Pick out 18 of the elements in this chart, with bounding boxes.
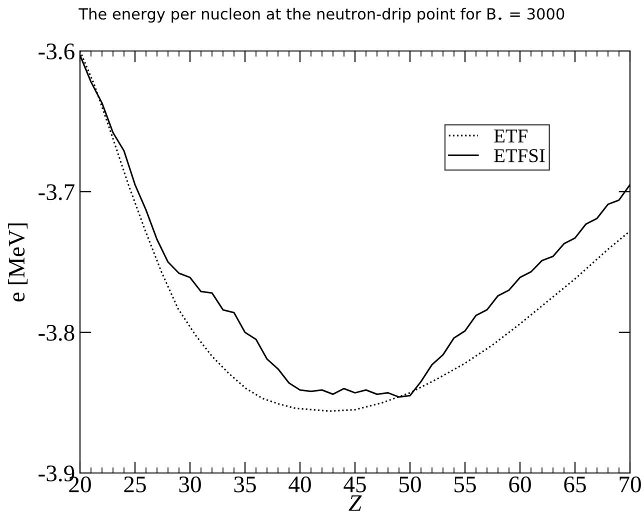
x-tick-label: 40 [288,476,311,492]
x-axis-title: Z [348,495,362,511]
x-tick-label: 65 [564,476,586,492]
chart-title: The energy per nucleon at the neutron-drip point for B$_{⋆}$ = 3000 [78,8,564,23]
x-tick-label: 70 [620,476,641,492]
y-tick-label: -3.7 [38,184,74,200]
x-tick-label: 60 [509,476,531,492]
legend-label: ETFSI [494,149,545,162]
x-tick-label: 50 [400,476,421,492]
x-tick-label: 25 [124,476,146,492]
x-tick-label: 30 [179,476,201,492]
legend-label: ETF [494,130,528,142]
x-tick-label: 45 [344,476,366,492]
y-tick-label: -3.6 [38,44,74,60]
x-tick-label: 55 [454,476,476,492]
x-tick-label: 35 [234,476,256,492]
y-tick-label: -3.8 [38,324,74,341]
y-axis-title: e [MeV] [8,223,28,302]
